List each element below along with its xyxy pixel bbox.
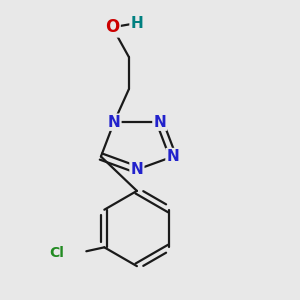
Text: N: N: [153, 115, 166, 130]
Text: Cl: Cl: [49, 246, 64, 260]
Text: N: N: [130, 162, 143, 177]
Text: H: H: [130, 16, 143, 31]
Text: N: N: [167, 149, 179, 164]
Text: N: N: [108, 115, 120, 130]
Text: O: O: [105, 18, 119, 36]
